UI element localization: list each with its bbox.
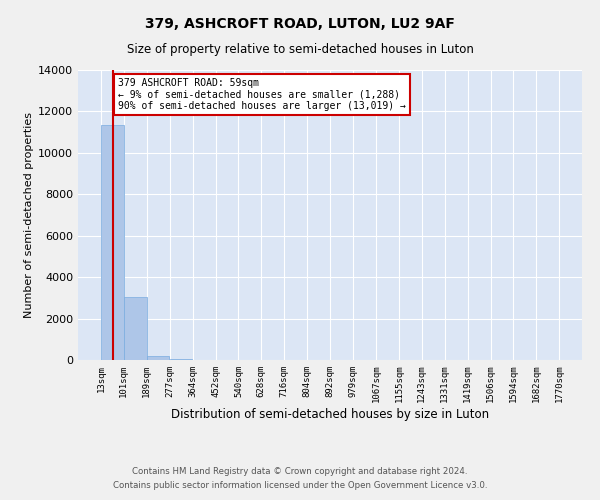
Text: Size of property relative to semi-detached houses in Luton: Size of property relative to semi-detach… [127, 42, 473, 56]
Text: Contains public sector information licensed under the Open Government Licence v3: Contains public sector information licen… [113, 481, 487, 490]
Text: 379, ASHCROFT ROAD, LUTON, LU2 9AF: 379, ASHCROFT ROAD, LUTON, LU2 9AF [145, 18, 455, 32]
Y-axis label: Number of semi-detached properties: Number of semi-detached properties [24, 112, 34, 318]
Text: Contains HM Land Registry data © Crown copyright and database right 2024.: Contains HM Land Registry data © Crown c… [132, 467, 468, 476]
X-axis label: Distribution of semi-detached houses by size in Luton: Distribution of semi-detached houses by … [171, 408, 489, 421]
Text: 379 ASHCROFT ROAD: 59sqm
← 9% of semi-detached houses are smaller (1,288)
90% of: 379 ASHCROFT ROAD: 59sqm ← 9% of semi-de… [118, 78, 406, 112]
Bar [147, 356, 169, 360]
Bar [124, 297, 146, 360]
Bar [101, 125, 124, 360]
